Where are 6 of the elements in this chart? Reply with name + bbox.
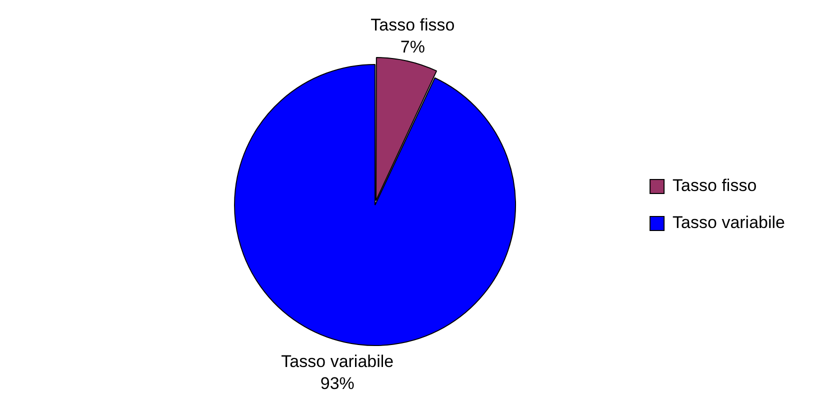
data-label: 93% bbox=[320, 374, 354, 394]
legend-label: Tasso fisso bbox=[672, 176, 757, 196]
slice-label: Tasso variabile bbox=[281, 352, 394, 372]
legend-label: Tasso variabile bbox=[672, 213, 786, 232]
data-label: 7% bbox=[400, 37, 425, 56]
slice-label: Tasso fisso bbox=[370, 15, 455, 34]
